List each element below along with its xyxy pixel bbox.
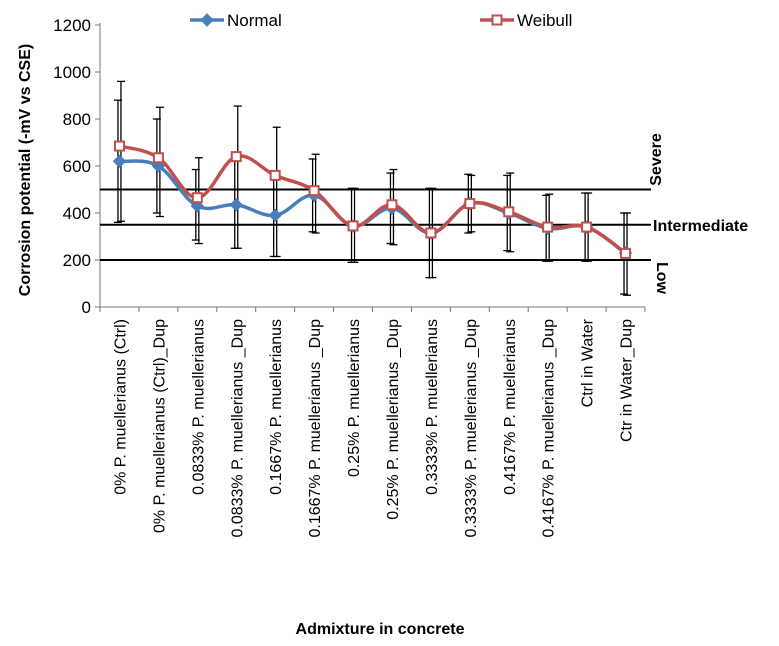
legend-label: Weibull — [517, 11, 572, 30]
y-tick-label: 200 — [63, 251, 91, 270]
x-tick-label: 0% P. muellerianus (Ctrl)_Dup — [151, 319, 168, 533]
x-tick-label: 0.0833% P. muellerianus _Dup — [229, 319, 246, 538]
data-point — [113, 140, 125, 152]
data-point — [620, 247, 632, 259]
data-point — [112, 154, 127, 169]
x-tick-label: 0% P. muellerianus (Ctrl) — [112, 319, 129, 495]
threshold-label: Severe — [648, 133, 665, 186]
x-tick-label: 0.4167% P. muellerianus — [502, 319, 519, 495]
x-tick-label: Ctr in Water_Dup — [619, 319, 636, 442]
data-point — [269, 169, 281, 181]
y-tick-label: 1200 — [53, 16, 91, 35]
x-tick-label: 0.1667% P. muellerianus — [268, 319, 285, 495]
data-point — [386, 199, 398, 211]
x-tick-label: 0.3333% P. muellerianus — [424, 319, 441, 495]
threshold-label: Intermediate — [653, 218, 748, 235]
x-tick-label: 0.25% P. muellerianus _Dup — [385, 319, 402, 520]
data-point — [229, 198, 243, 212]
x-tick-label: 0.25% P. muellerianus — [346, 319, 363, 477]
data-point — [503, 206, 515, 218]
data-point — [347, 220, 359, 232]
x-tick-label: 0.4167% P. muellerianus _Dup — [541, 319, 558, 538]
x-tick-label: 0.1667% P. muellerianus _Dup — [307, 319, 324, 538]
x-tick-label: Ctrl in Water — [580, 318, 597, 407]
y-tick-label: 1000 — [53, 63, 91, 82]
legend: Normal Weibull — [190, 11, 572, 30]
threshold-label: Low — [653, 262, 670, 295]
data-point — [152, 152, 164, 164]
y-tick-label: 0 — [82, 298, 91, 317]
legend-marker — [200, 13, 214, 27]
data-point — [425, 227, 437, 239]
legend-marker — [491, 14, 503, 26]
x-axis-title: Admixture in concrete — [296, 621, 465, 638]
data-point — [542, 221, 554, 233]
data-point — [191, 192, 203, 204]
y-axis-title: Corrosion potential (-mV vs CSE) — [17, 44, 34, 296]
y-tick-label: 600 — [63, 157, 91, 176]
axes: 0 200 400 600 800 1000 1200 0% P. muellerianus … — [53, 16, 646, 538]
y-tick-label: 800 — [63, 110, 91, 129]
data-point — [581, 221, 593, 233]
series-lines — [112, 140, 633, 260]
data-point — [464, 198, 476, 210]
legend-label: Normal — [227, 11, 282, 30]
x-tick-label: 0.3333% P. muellerianus _Dup — [463, 319, 480, 538]
x-tick-label: 0.0833% P. muellerianus — [190, 319, 207, 495]
data-point — [308, 185, 320, 197]
threshold-lines: Severe Intermediate Low — [100, 133, 748, 295]
error-bars — [113, 80, 632, 296]
data-point — [268, 208, 282, 223]
data-point — [230, 151, 242, 163]
y-tick-label: 400 — [63, 204, 91, 223]
